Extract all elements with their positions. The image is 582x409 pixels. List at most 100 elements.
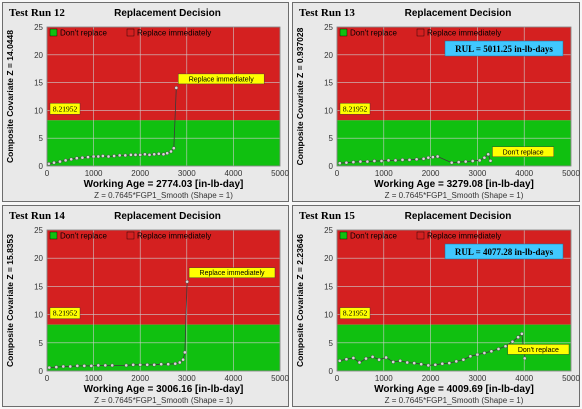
- plot-frame: [46, 229, 281, 372]
- data-point: [431, 155, 435, 159]
- legend-swatch-replace-immediately: [126, 28, 135, 37]
- chart-svg: Test Run 14 Replacement Decision 0 1000 2000…: [5, 210, 289, 405]
- x-tick-label: 4000: [225, 169, 243, 178]
- dont-replace-region: [337, 120, 571, 166]
- rul-box: [444, 243, 564, 260]
- legend-label-dont-replace: Don't replace: [350, 232, 397, 241]
- y-axis-label: Composite Covariate Z = 2.23646: [295, 234, 305, 367]
- data-point: [161, 152, 166, 157]
- plot-frame: [336, 26, 572, 167]
- y-tick-label: 25: [34, 226, 43, 235]
- plot-frame: [46, 26, 281, 167]
- y-tick-label: 15: [324, 79, 333, 88]
- x-tick-label: 3000: [469, 374, 487, 383]
- data-point: [344, 357, 349, 361]
- rul-label: RUL = 4077.28 in-lb-days: [455, 247, 554, 257]
- data-point: [384, 355, 388, 360]
- y-tick-label: 25: [324, 23, 333, 32]
- data-point: [496, 347, 501, 351]
- threshold-label-box: [49, 103, 81, 115]
- y-tick-label: 5: [329, 339, 334, 348]
- legend-label-dont-replace: Don't replace: [350, 29, 397, 38]
- data-point: [82, 364, 87, 368]
- x-tick-label: 0: [335, 374, 340, 383]
- x-tick-label: 3000: [178, 374, 196, 383]
- data-point: [124, 363, 128, 368]
- chart-title: Replacement Decision: [114, 211, 221, 222]
- y-tick-label: 15: [34, 282, 43, 291]
- y-tick-label: 20: [324, 51, 333, 60]
- chart-title: Replacement Decision: [405, 8, 512, 19]
- y-tick-label: 10: [34, 311, 43, 320]
- data-point: [489, 349, 494, 354]
- chart-svg: Test Run 15 Replacement Decision 0 1000 2000…: [295, 210, 580, 405]
- data-point: [391, 360, 395, 364]
- data-point: [91, 154, 96, 159]
- data-point: [47, 161, 51, 166]
- data-point: [447, 361, 452, 365]
- data-point: [69, 157, 73, 162]
- threshold-label-box: [339, 103, 371, 115]
- x-axis-label: Working Age = 3279.08 [in-lb-day]: [374, 179, 534, 190]
- x-tick-label: 5000: [562, 169, 580, 178]
- legend-swatch-replace-immediately: [416, 28, 425, 37]
- y-tick-label: 25: [324, 226, 333, 235]
- data-point: [123, 153, 128, 158]
- data-point: [433, 362, 438, 367]
- data-point: [486, 152, 490, 157]
- x-tick-label: 4000: [515, 169, 533, 178]
- chart-panel-test-run-15: Test Run 15 Replacement Decision 0 1000 2000…: [292, 205, 580, 407]
- dont-replace-region: [47, 324, 280, 371]
- y-tick-label: 25: [34, 23, 43, 32]
- formula-footnote: Z = 0.7645*FGP1_Smooth (Shape = 1): [385, 396, 524, 405]
- data-point: [412, 361, 416, 365]
- chart-svg: Test Run 12 Replacement Decision 0 1000 2000…: [5, 7, 289, 200]
- panel-title: Test Run 14: [9, 210, 65, 222]
- data-point: [379, 159, 384, 163]
- data-point: [400, 158, 405, 162]
- data-point: [482, 155, 487, 160]
- y-tick-label: 0: [39, 367, 44, 376]
- data-point: [80, 155, 85, 160]
- data-point: [145, 362, 149, 367]
- data-point: [143, 152, 147, 157]
- x-tick-label: 3000: [178, 169, 196, 178]
- data-point: [58, 159, 62, 164]
- plot-frame: [336, 229, 572, 372]
- legend-swatch-dont-replace: [339, 28, 348, 37]
- panel-title: Test Run 15: [299, 210, 355, 222]
- y-tick-label: 10: [324, 311, 333, 320]
- x-tick-label: 1000: [85, 169, 103, 178]
- data-point: [52, 160, 56, 165]
- x-tick-label: 0: [45, 374, 50, 383]
- data-point: [372, 159, 377, 163]
- data-point: [358, 159, 363, 164]
- formula-footnote: Z = 0.7645*FGP1_Smooth (Shape = 1): [94, 396, 233, 405]
- legend-label-replace-immediately: Replace immediately: [427, 29, 501, 38]
- data-point: [133, 153, 138, 157]
- panel-title: Test Run 12: [9, 7, 65, 19]
- data-point: [112, 154, 116, 158]
- x-tick-label: 1000: [375, 374, 393, 383]
- y-tick-label: 0: [329, 367, 334, 376]
- y-axis-label: Composite Covariate Z = 15.8353: [5, 234, 15, 367]
- data-point: [173, 361, 177, 366]
- x-tick-label: 2000: [422, 169, 440, 178]
- data-point: [344, 160, 349, 165]
- y-axis-label: Composite Covariate Z = 0.937028: [295, 27, 305, 165]
- x-tick-label: 1000: [375, 169, 393, 178]
- threshold-label: 8.21952: [343, 309, 368, 318]
- data-point: [393, 158, 398, 163]
- legend-swatch-replace-immediately: [416, 231, 425, 240]
- replace-region: [47, 27, 280, 121]
- data-point: [110, 363, 114, 368]
- data-point: [456, 160, 461, 164]
- data-point: [522, 356, 527, 361]
- data-point: [54, 365, 59, 369]
- decision-callout-label: Don't replace: [518, 347, 559, 354]
- y-tick-label: 20: [324, 254, 333, 263]
- x-tick-label: 2000: [131, 169, 149, 178]
- data-point: [365, 159, 370, 164]
- legend-swatch-dont-replace: [339, 231, 348, 240]
